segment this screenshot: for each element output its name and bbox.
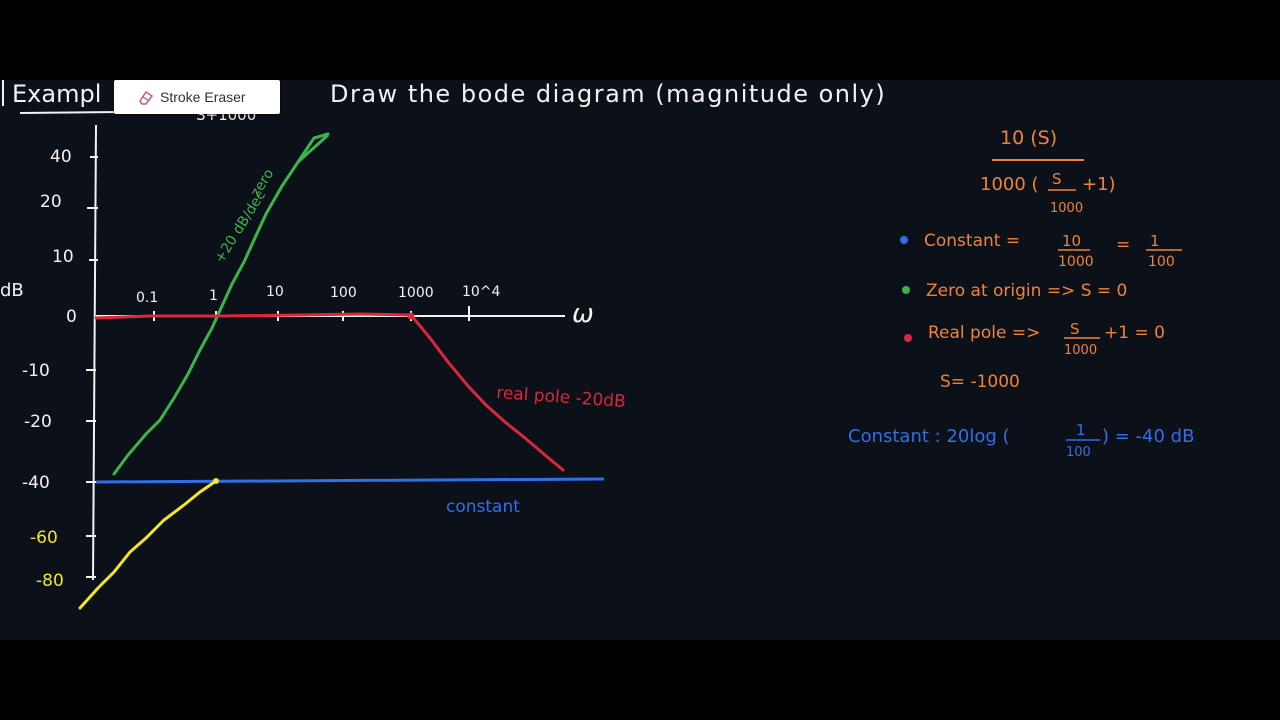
pole-location: S= -1000: [940, 372, 1020, 392]
pole-label: real pole -20dB: [496, 383, 627, 412]
tf-denominator-1000: 1000: [1050, 201, 1083, 216]
zero-asymptote-extension: [296, 133, 330, 164]
constant-calc-frac-den: 100: [1066, 445, 1091, 460]
example-underline: [19, 111, 121, 114]
omega-label: ω: [572, 299, 594, 329]
y-axis: [92, 124, 97, 581]
bullet1-eq: =: [1116, 235, 1130, 255]
bullet3-rest: +1 = 0: [1104, 323, 1165, 343]
bullet2-text: Zero at origin => S = 0: [926, 281, 1127, 301]
x-tick-label: 100: [330, 285, 357, 301]
bullet1-frac1-num: 10: [1062, 232, 1081, 250]
bullet-blue: [900, 236, 908, 244]
db-unit-label: dB: [0, 280, 24, 301]
example-heading: Exampl: [12, 80, 101, 108]
y-tick-label: -40: [22, 473, 50, 493]
bullet-green: [902, 286, 910, 294]
corner-point: [213, 478, 219, 484]
tooltip-label: Stroke Eraser: [160, 89, 246, 105]
pole-corner-point: [407, 312, 415, 320]
tf-denominator-b: +1): [1082, 174, 1116, 195]
y-tick-label: 0: [66, 307, 77, 327]
tf-denominator-a: 1000 (: [980, 174, 1039, 195]
y-tick-label: -10: [22, 361, 50, 381]
constant-calc-frac-num: 1: [1076, 421, 1086, 439]
bullet3-frac-num: S: [1070, 320, 1080, 338]
y-tick-label: 20: [40, 192, 62, 212]
bullet1-frac2-den: 100: [1148, 254, 1175, 270]
whiteboard-canvas[interactable]: Exampl Draw the bode diagram (magnitude …: [0, 80, 1280, 640]
pole-curve: [94, 312, 565, 472]
composite-low-frequency-line: [78, 479, 218, 610]
y-tick-label: -20: [24, 412, 52, 432]
y-tick-label: 40: [50, 147, 72, 167]
x-tick-label: 10: [266, 284, 284, 300]
instruction-text: Draw the bode diagram (magnitude only): [330, 80, 886, 108]
eraser-icon: [139, 90, 154, 105]
y-tick-label: -80: [36, 571, 64, 591]
bullet1-frac1-den: 1000: [1058, 254, 1094, 270]
bode-sketch: Exampl Draw the bode diagram (magnitude …: [0, 80, 1194, 610]
bullet1-text: Constant =: [924, 231, 1020, 251]
tf-numerator: 10 (S): [1000, 127, 1057, 149]
bullet3-text: Real pole =>: [928, 323, 1040, 343]
bullet3-frac-den: 1000: [1064, 343, 1097, 358]
y-tick-label: -60: [30, 528, 58, 548]
y-tick-label: 10: [52, 247, 74, 267]
constant-line: [95, 477, 605, 484]
x-tick-label: 1000: [398, 285, 434, 301]
x-tick-label: 10^4: [462, 284, 501, 300]
bullet-red: [904, 334, 912, 342]
constant-calc-b: ) = -40 dB: [1102, 426, 1194, 447]
bullet1-frac2-num: 1: [1150, 232, 1160, 250]
tf-denominator-s: S: [1052, 170, 1062, 188]
stroke-eraser-tooltip[interactable]: Stroke Eraser: [114, 80, 280, 114]
x-tick-label: 1: [209, 288, 218, 304]
x-tick-label: 0.1: [136, 290, 158, 306]
constant-calc-a: Constant : 20log (: [848, 426, 1010, 447]
zero-asymptote-line: [112, 132, 330, 476]
constant-label: constant: [446, 497, 520, 517]
y-ticks: [86, 156, 98, 578]
